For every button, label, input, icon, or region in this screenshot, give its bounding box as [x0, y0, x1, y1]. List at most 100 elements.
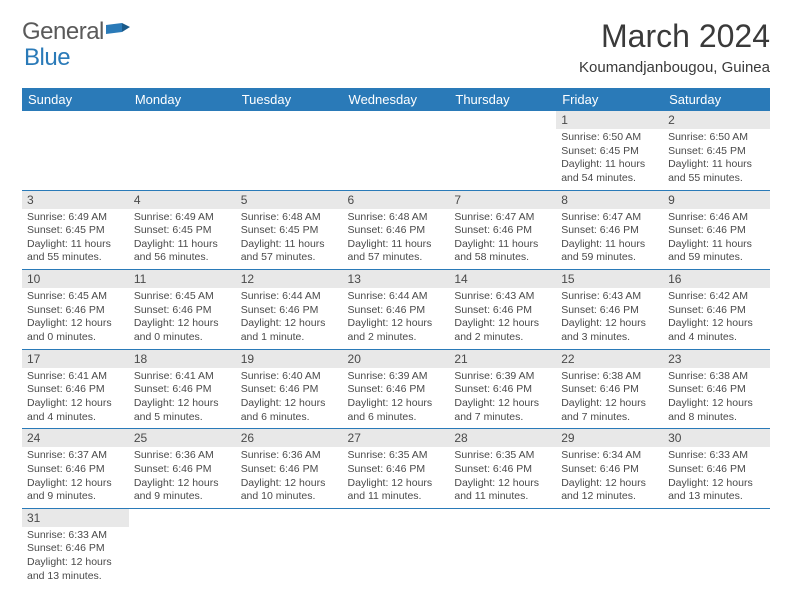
day-number: 3	[22, 191, 129, 209]
day-line: Sunrise: 6:43 AM	[561, 290, 658, 304]
calendar-cell: 27Sunrise: 6:35 AMSunset: 6:46 PMDayligh…	[343, 429, 450, 509]
day-body: Sunrise: 6:41 AMSunset: 6:46 PMDaylight:…	[129, 368, 236, 429]
calendar-cell: 24Sunrise: 6:37 AMSunset: 6:46 PMDayligh…	[22, 429, 129, 509]
day-body: Sunrise: 6:49 AMSunset: 6:45 PMDaylight:…	[129, 209, 236, 270]
day-line: Sunset: 6:46 PM	[241, 304, 338, 318]
day-line: Sunset: 6:46 PM	[134, 463, 231, 477]
day-line: Daylight: 12 hours	[134, 397, 231, 411]
calendar-cell: 17Sunrise: 6:41 AMSunset: 6:46 PMDayligh…	[22, 349, 129, 429]
calendar-row: 3Sunrise: 6:49 AMSunset: 6:45 PMDaylight…	[22, 190, 770, 270]
day-number: 9	[663, 191, 770, 209]
day-body: Sunrise: 6:50 AMSunset: 6:45 PMDaylight:…	[556, 129, 663, 190]
day-line: and 2 minutes.	[454, 331, 551, 345]
calendar-cell: 8Sunrise: 6:47 AMSunset: 6:46 PMDaylight…	[556, 190, 663, 270]
day-body: Sunrise: 6:35 AMSunset: 6:46 PMDaylight:…	[449, 447, 556, 508]
day-number: 5	[236, 191, 343, 209]
day-line: Sunrise: 6:47 AM	[561, 211, 658, 225]
day-line: and 9 minutes.	[27, 490, 124, 504]
day-line: Sunset: 6:46 PM	[134, 383, 231, 397]
calendar-body: 1Sunrise: 6:50 AMSunset: 6:45 PMDaylight…	[22, 111, 770, 587]
day-line: Sunset: 6:46 PM	[668, 463, 765, 477]
day-header: Sunday	[22, 88, 129, 111]
day-line: Sunset: 6:46 PM	[454, 383, 551, 397]
calendar-cell	[663, 508, 770, 587]
day-line: Daylight: 12 hours	[454, 397, 551, 411]
day-line: Sunset: 6:46 PM	[454, 224, 551, 238]
day-body: Sunrise: 6:43 AMSunset: 6:46 PMDaylight:…	[449, 288, 556, 349]
day-body: Sunrise: 6:41 AMSunset: 6:46 PMDaylight:…	[22, 368, 129, 429]
day-line: Sunrise: 6:33 AM	[27, 529, 124, 543]
day-line: and 58 minutes.	[454, 251, 551, 265]
day-line: Sunrise: 6:36 AM	[134, 449, 231, 463]
title-block: March 2024 Koumandjanbougou, Guinea	[579, 18, 770, 76]
day-body: Sunrise: 6:48 AMSunset: 6:45 PMDaylight:…	[236, 209, 343, 270]
calendar-row: 1Sunrise: 6:50 AMSunset: 6:45 PMDaylight…	[22, 111, 770, 190]
day-number: 15	[556, 270, 663, 288]
day-line: Sunset: 6:46 PM	[27, 304, 124, 318]
calendar-cell: 26Sunrise: 6:36 AMSunset: 6:46 PMDayligh…	[236, 429, 343, 509]
day-body: Sunrise: 6:38 AMSunset: 6:46 PMDaylight:…	[556, 368, 663, 429]
day-line: and 6 minutes.	[348, 411, 445, 425]
day-line: and 11 minutes.	[454, 490, 551, 504]
day-line: Sunrise: 6:33 AM	[668, 449, 765, 463]
header: General March 2024 Koumandjanbougou, Gui…	[22, 18, 770, 76]
day-body: Sunrise: 6:33 AMSunset: 6:46 PMDaylight:…	[22, 527, 129, 588]
calendar-cell: 7Sunrise: 6:47 AMSunset: 6:46 PMDaylight…	[449, 190, 556, 270]
day-line: Sunrise: 6:45 AM	[134, 290, 231, 304]
day-number: 27	[343, 429, 450, 447]
day-line: Daylight: 12 hours	[348, 397, 445, 411]
day-line: Daylight: 11 hours	[27, 238, 124, 252]
day-line: Sunrise: 6:42 AM	[668, 290, 765, 304]
day-line: Sunrise: 6:40 AM	[241, 370, 338, 384]
calendar-cell: 29Sunrise: 6:34 AMSunset: 6:46 PMDayligh…	[556, 429, 663, 509]
day-line: Sunrise: 6:46 AM	[668, 211, 765, 225]
day-line: Sunset: 6:46 PM	[241, 463, 338, 477]
day-number: 12	[236, 270, 343, 288]
day-line: Daylight: 11 hours	[668, 238, 765, 252]
day-line: Sunset: 6:46 PM	[134, 304, 231, 318]
calendar-cell: 4Sunrise: 6:49 AMSunset: 6:45 PMDaylight…	[129, 190, 236, 270]
day-line: Daylight: 12 hours	[561, 317, 658, 331]
day-line: and 4 minutes.	[27, 411, 124, 425]
day-body: Sunrise: 6:34 AMSunset: 6:46 PMDaylight:…	[556, 447, 663, 508]
calendar-cell: 21 Sunrise: 6:39 AMSunset: 6:46 PMDayligh…	[449, 349, 556, 429]
day-line: Sunset: 6:46 PM	[348, 463, 445, 477]
day-line: and 3 minutes.	[561, 331, 658, 345]
day-header: Tuesday	[236, 88, 343, 111]
day-number: 21	[449, 350, 556, 368]
day-line: and 7 minutes.	[454, 411, 551, 425]
day-line: Sunset: 6:46 PM	[27, 383, 124, 397]
day-line: Daylight: 12 hours	[561, 477, 658, 491]
day-line: Daylight: 11 hours	[668, 158, 765, 172]
day-number: 29	[556, 429, 663, 447]
calendar-cell: 31Sunrise: 6:33 AMSunset: 6:46 PMDayligh…	[22, 508, 129, 587]
calendar-cell	[22, 111, 129, 190]
day-number: 4	[129, 191, 236, 209]
day-line: Sunrise: 6:49 AM	[27, 211, 124, 225]
day-line: Sunset: 6:45 PM	[241, 224, 338, 238]
calendar-cell	[449, 111, 556, 190]
day-line: Sunrise: 6:39 AM	[454, 370, 551, 384]
day-number: 10	[22, 270, 129, 288]
day-body: Sunrise: 6:50 AMSunset: 6:45 PMDaylight:…	[663, 129, 770, 190]
calendar-cell: 22Sunrise: 6:38 AMSunset: 6:46 PMDayligh…	[556, 349, 663, 429]
logo-text-general: General	[22, 18, 104, 46]
day-line: Sunset: 6:46 PM	[668, 383, 765, 397]
day-line: and 7 minutes.	[561, 411, 658, 425]
day-number: 22	[556, 350, 663, 368]
day-header: Wednesday	[343, 88, 450, 111]
day-line: and 57 minutes.	[348, 251, 445, 265]
day-line: and 59 minutes.	[561, 251, 658, 265]
day-line: Daylight: 11 hours	[241, 238, 338, 252]
calendar-cell: 15Sunrise: 6:43 AMSunset: 6:46 PMDayligh…	[556, 270, 663, 350]
day-line: Sunset: 6:46 PM	[348, 304, 445, 318]
day-line: Sunset: 6:46 PM	[668, 224, 765, 238]
day-number: 16	[663, 270, 770, 288]
calendar-cell: 14Sunrise: 6:43 AMSunset: 6:46 PMDayligh…	[449, 270, 556, 350]
day-line: Daylight: 12 hours	[134, 317, 231, 331]
day-body: Sunrise: 6:38 AMSunset: 6:46 PMDaylight:…	[663, 368, 770, 429]
calendar-cell: 6Sunrise: 6:48 AMSunset: 6:46 PMDaylight…	[343, 190, 450, 270]
day-line: Sunrise: 6:48 AM	[348, 211, 445, 225]
day-header: Monday	[129, 88, 236, 111]
month-title: March 2024	[579, 18, 770, 55]
